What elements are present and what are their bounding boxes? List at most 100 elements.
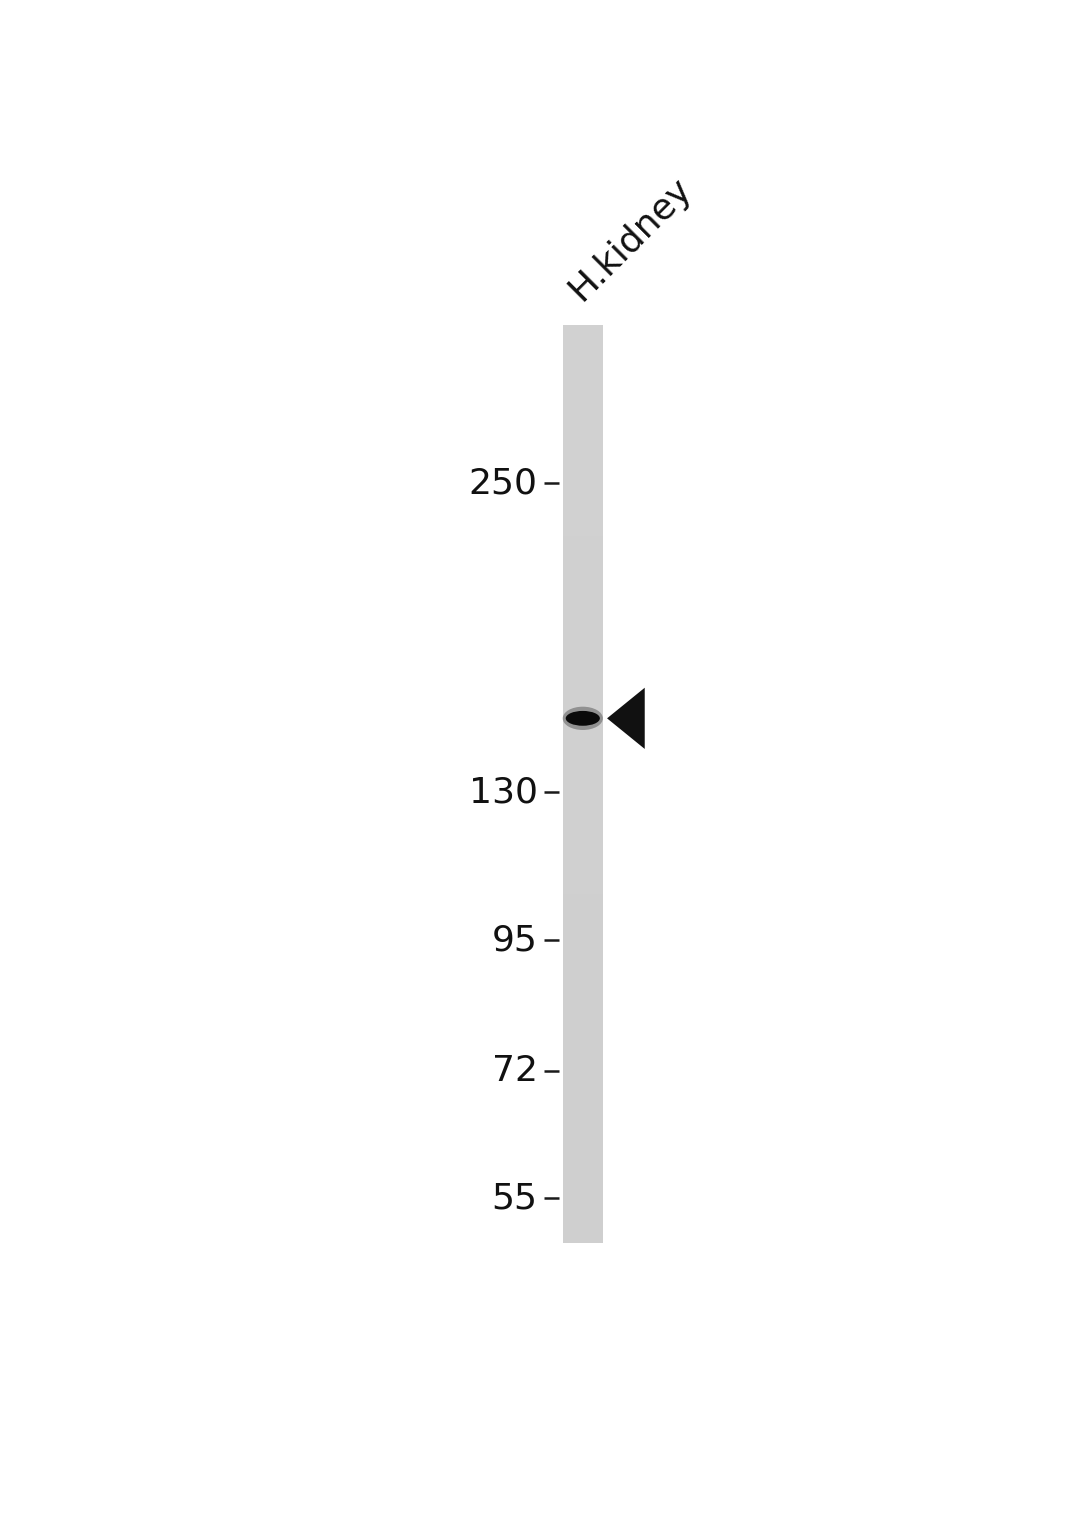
Bar <box>563 803 603 812</box>
Bar <box>563 537 603 546</box>
Bar <box>563 619 603 628</box>
Bar <box>563 683 603 693</box>
Bar <box>563 876 603 885</box>
Bar <box>563 986 603 995</box>
Bar <box>563 1041 603 1050</box>
Bar <box>563 1069 603 1078</box>
Bar <box>563 1234 603 1243</box>
Bar <box>563 361 603 370</box>
Bar <box>563 1133 603 1142</box>
Bar <box>563 968 603 977</box>
Bar <box>563 1005 603 1014</box>
Bar <box>563 610 603 619</box>
Bar <box>563 647 603 656</box>
Bar <box>563 398 603 407</box>
Bar <box>563 592 603 601</box>
Bar <box>563 940 603 950</box>
Bar <box>563 1170 603 1179</box>
Bar <box>563 858 603 867</box>
Bar <box>563 794 603 803</box>
Bar <box>563 1124 603 1133</box>
Bar <box>563 1115 603 1124</box>
Bar <box>563 665 603 674</box>
Bar <box>563 1078 603 1087</box>
Bar <box>563 1179 603 1188</box>
Bar <box>563 379 603 388</box>
Bar <box>563 729 603 739</box>
Bar <box>563 1096 603 1105</box>
Ellipse shape <box>566 711 599 726</box>
Bar <box>563 628 603 638</box>
Bar <box>563 693 603 702</box>
Ellipse shape <box>563 706 603 729</box>
Text: 130: 130 <box>469 775 538 809</box>
Bar <box>563 1105 603 1115</box>
Text: 95: 95 <box>491 924 538 957</box>
Bar <box>563 867 603 876</box>
Bar <box>563 555 603 564</box>
Bar <box>563 388 603 398</box>
Text: 250: 250 <box>469 466 538 500</box>
Bar <box>563 509 603 518</box>
Bar <box>563 894 603 904</box>
Text: 72: 72 <box>491 1053 538 1089</box>
Bar <box>563 950 603 959</box>
Bar <box>563 931 603 940</box>
Bar <box>563 564 603 573</box>
Bar <box>563 500 603 509</box>
Bar <box>563 482 603 491</box>
Bar <box>563 766 603 775</box>
Bar <box>563 528 603 537</box>
Bar <box>563 1161 603 1170</box>
Text: H.kidney: H.kidney <box>563 171 699 307</box>
Bar <box>563 370 603 379</box>
Bar <box>563 518 603 528</box>
Bar <box>563 702 603 711</box>
Text: 55: 55 <box>491 1180 538 1216</box>
Bar <box>563 784 603 794</box>
Bar <box>563 1197 603 1206</box>
Bar <box>563 583 603 592</box>
Bar <box>563 443 603 453</box>
Bar <box>563 812 603 821</box>
Bar <box>563 416 603 425</box>
Bar <box>563 977 603 986</box>
Bar <box>563 324 603 333</box>
Bar <box>563 656 603 665</box>
Bar <box>563 471 603 482</box>
Bar <box>563 1151 603 1161</box>
Bar <box>563 434 603 443</box>
Bar <box>563 601 603 610</box>
Bar <box>563 573 603 583</box>
Bar <box>563 342 603 352</box>
Bar <box>563 1188 603 1197</box>
Bar <box>563 1050 603 1060</box>
Bar <box>563 885 603 894</box>
Bar <box>563 757 603 766</box>
Bar <box>563 1014 603 1023</box>
Bar <box>563 674 603 683</box>
Polygon shape <box>607 688 645 749</box>
Bar <box>563 775 603 784</box>
Bar <box>563 711 603 720</box>
Bar <box>563 849 603 858</box>
Bar <box>563 425 603 434</box>
Bar <box>563 1032 603 1041</box>
Bar <box>563 453 603 462</box>
Bar <box>563 995 603 1005</box>
Bar <box>563 1225 603 1234</box>
Bar <box>563 1060 603 1069</box>
Bar <box>563 1216 603 1225</box>
Bar <box>563 748 603 757</box>
Bar <box>563 913 603 922</box>
Bar <box>563 546 603 555</box>
Bar <box>563 720 603 729</box>
Bar <box>563 904 603 913</box>
Bar <box>563 407 603 416</box>
Bar <box>563 638 603 647</box>
Bar <box>563 922 603 931</box>
Bar <box>563 959 603 968</box>
Bar <box>563 821 603 830</box>
Bar <box>563 830 603 839</box>
Bar <box>563 352 603 361</box>
